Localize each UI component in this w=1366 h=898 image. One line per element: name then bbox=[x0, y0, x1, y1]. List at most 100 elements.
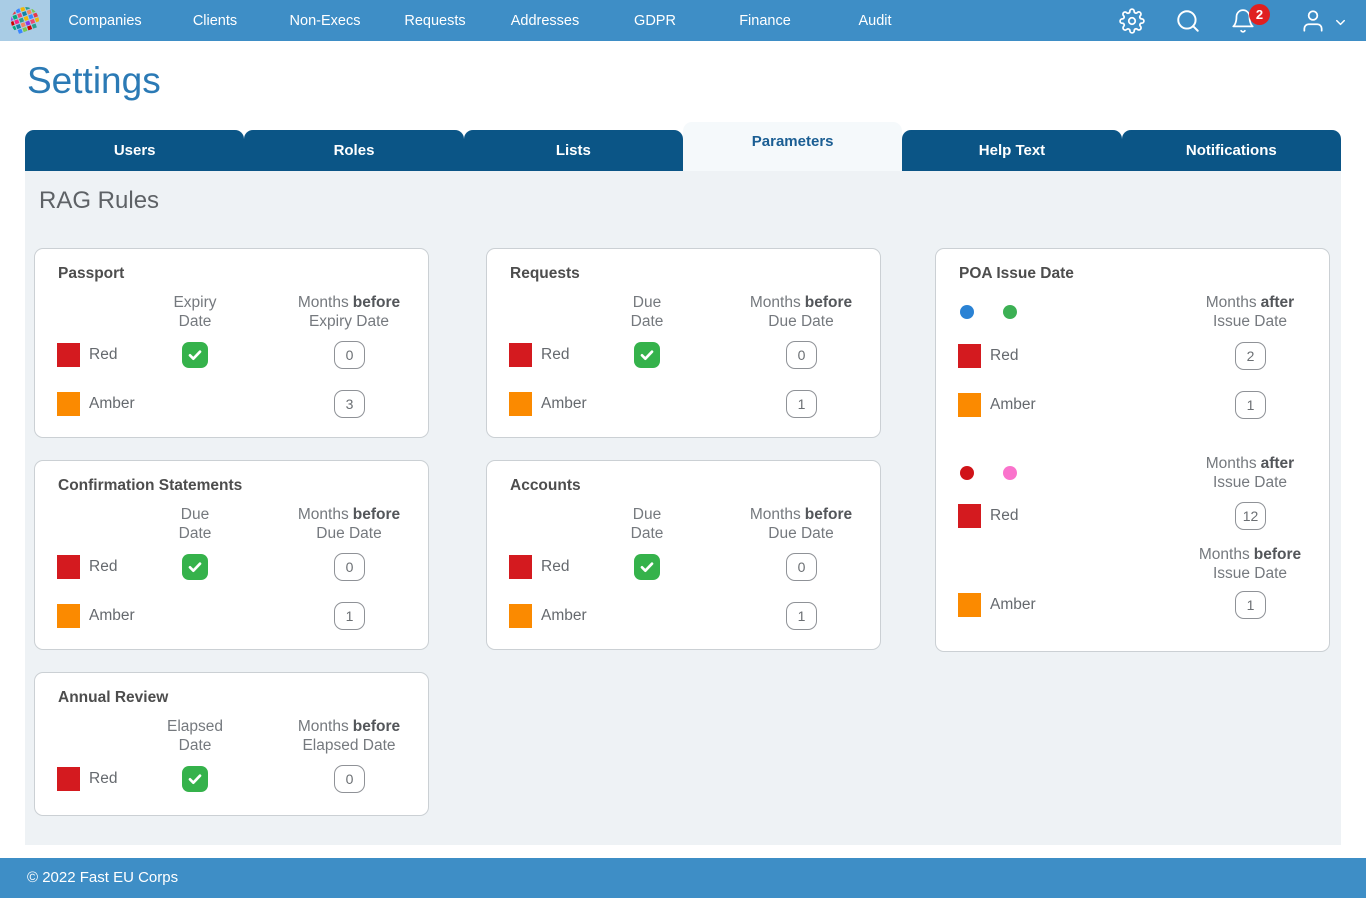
tab-users[interactable]: Users bbox=[25, 130, 245, 171]
expiry-date-checkbox[interactable] bbox=[182, 342, 208, 368]
months-column-header: Months before Due Date bbox=[297, 506, 401, 542]
settings-tabs: Users Roles Lists Parameters Help Text N… bbox=[25, 122, 1341, 171]
dark-red-dot bbox=[960, 466, 974, 480]
parameters-panel: RAG Rules Passport Expiry Date Months bef… bbox=[25, 171, 1341, 845]
blue-dot bbox=[960, 305, 974, 319]
check-icon bbox=[188, 774, 202, 784]
requests-card: Requests Due Date Months before Due Date … bbox=[486, 248, 881, 438]
months-column-header: Months before Due Date bbox=[749, 294, 853, 330]
amber-swatch bbox=[509, 392, 532, 416]
months-after-header: Months after Issue Date bbox=[1205, 455, 1295, 491]
red-months-input[interactable] bbox=[334, 341, 365, 369]
app-logo[interactable] bbox=[0, 0, 50, 41]
footer: © 2022 Fast EU Corps bbox=[0, 858, 1366, 898]
nav-item-clients[interactable]: Clients bbox=[192, 12, 238, 29]
red-label: Red bbox=[89, 770, 118, 787]
confirmation-statements-card: Confirmation Statements Due Date Months b… bbox=[34, 460, 429, 650]
amber-swatch bbox=[509, 604, 532, 628]
elapsed-date-checkbox[interactable] bbox=[182, 766, 208, 792]
red-swatch bbox=[57, 555, 80, 579]
months-column-header: Months before Expiry Date bbox=[297, 294, 401, 330]
amber-months-after-input[interactable] bbox=[1235, 391, 1266, 419]
amber-label: Amber bbox=[89, 395, 135, 412]
due-date-checkbox[interactable] bbox=[182, 554, 208, 580]
red-label: Red bbox=[89, 346, 118, 363]
card-title: Requests bbox=[510, 265, 580, 282]
card-title: Annual Review bbox=[58, 689, 169, 706]
check-icon bbox=[640, 562, 654, 572]
card-title: Accounts bbox=[510, 477, 581, 494]
tab-lists[interactable]: Lists bbox=[463, 130, 683, 171]
amber-swatch bbox=[57, 604, 80, 628]
nav-item-addresses[interactable]: Addresses bbox=[510, 12, 580, 29]
amber-months-input[interactable] bbox=[786, 390, 817, 418]
red-months-input[interactable] bbox=[334, 765, 365, 793]
page-title: Settings bbox=[27, 60, 161, 101]
date-column-header: Due Date bbox=[630, 294, 664, 330]
amber-months-input[interactable] bbox=[334, 390, 365, 418]
check-icon bbox=[188, 562, 202, 572]
user-profile-icon[interactable] bbox=[1300, 8, 1326, 34]
red-months-input[interactable] bbox=[786, 553, 817, 581]
nav-item-audit[interactable]: Audit bbox=[858, 12, 892, 29]
notifications-bell-icon[interactable] bbox=[1230, 8, 1256, 34]
red-label: Red bbox=[541, 346, 570, 363]
date-column-header: Due Date bbox=[630, 506, 664, 542]
months-after-header: Months after Issue Date bbox=[1205, 294, 1295, 330]
cards-column-1: Passport Expiry Date Months before Expiry… bbox=[34, 248, 429, 838]
green-dot bbox=[1003, 305, 1017, 319]
red-label: Red bbox=[541, 558, 570, 575]
red-swatch bbox=[958, 504, 981, 528]
red-months-after-input[interactable] bbox=[1235, 342, 1266, 370]
tab-roles[interactable]: Roles bbox=[244, 130, 464, 171]
search-icon[interactable] bbox=[1175, 8, 1201, 34]
nav-item-gdpr[interactable]: GDPR bbox=[634, 12, 676, 29]
date-column-header: Expiry Date bbox=[173, 294, 217, 330]
card-title: Passport bbox=[58, 265, 125, 282]
check-icon bbox=[640, 350, 654, 360]
amber-swatch bbox=[958, 593, 981, 617]
red-swatch bbox=[509, 343, 532, 367]
due-date-checkbox[interactable] bbox=[634, 342, 660, 368]
red-swatch bbox=[57, 343, 80, 367]
amber-label: Amber bbox=[990, 596, 1036, 613]
copyright-text: © 2022 Fast EU Corps bbox=[27, 869, 179, 886]
nav-item-finance[interactable]: Finance bbox=[739, 12, 791, 29]
globe-logo-icon bbox=[7, 4, 40, 34]
amber-months-input[interactable] bbox=[786, 602, 817, 630]
red-swatch bbox=[57, 767, 80, 791]
top-nav: Companies Clients Non-Execs Requests Add… bbox=[0, 0, 1366, 41]
date-column-header: Elapsed Date bbox=[166, 718, 223, 754]
nav-item-non-execs[interactable]: Non-Execs bbox=[289, 12, 361, 29]
chevron-down-icon[interactable] bbox=[1333, 15, 1348, 30]
tab-parameters[interactable]: Parameters bbox=[682, 122, 903, 171]
red-label: Red bbox=[990, 347, 1019, 364]
amber-label: Amber bbox=[541, 607, 587, 624]
pink-dot bbox=[1003, 466, 1017, 480]
notification-count-badge: 2 bbox=[1249, 4, 1270, 25]
check-icon bbox=[188, 350, 202, 360]
settings-gear-icon[interactable] bbox=[1119, 8, 1145, 34]
red-label: Red bbox=[89, 558, 118, 575]
red-months-after-input[interactable] bbox=[1235, 502, 1266, 530]
amber-months-before-input[interactable] bbox=[1235, 591, 1266, 619]
red-swatch bbox=[509, 555, 532, 579]
months-column-header: Months before Elapsed Date bbox=[297, 718, 401, 754]
amber-months-input[interactable] bbox=[334, 602, 365, 630]
red-label: Red bbox=[990, 507, 1019, 524]
poa-issue-date-card: POA Issue Date Months after Issue Date Re… bbox=[935, 248, 1330, 652]
nav-item-companies[interactable]: Companies bbox=[68, 12, 142, 29]
amber-label: Amber bbox=[89, 607, 135, 624]
tab-help-text[interactable]: Help Text bbox=[902, 130, 1122, 171]
nav-item-requests[interactable]: Requests bbox=[404, 12, 466, 29]
red-months-input[interactable] bbox=[786, 341, 817, 369]
red-months-input[interactable] bbox=[334, 553, 365, 581]
amber-label: Amber bbox=[541, 395, 587, 412]
months-column-header: Months before Due Date bbox=[749, 506, 853, 542]
accounts-card: Accounts Due Date Months before Due Date … bbox=[486, 460, 881, 650]
amber-swatch bbox=[958, 393, 981, 417]
passport-card: Passport Expiry Date Months before Expiry… bbox=[34, 248, 429, 438]
tab-notifications[interactable]: Notifications bbox=[1121, 130, 1341, 171]
due-date-checkbox[interactable] bbox=[634, 554, 660, 580]
card-title: POA Issue Date bbox=[959, 265, 1074, 282]
